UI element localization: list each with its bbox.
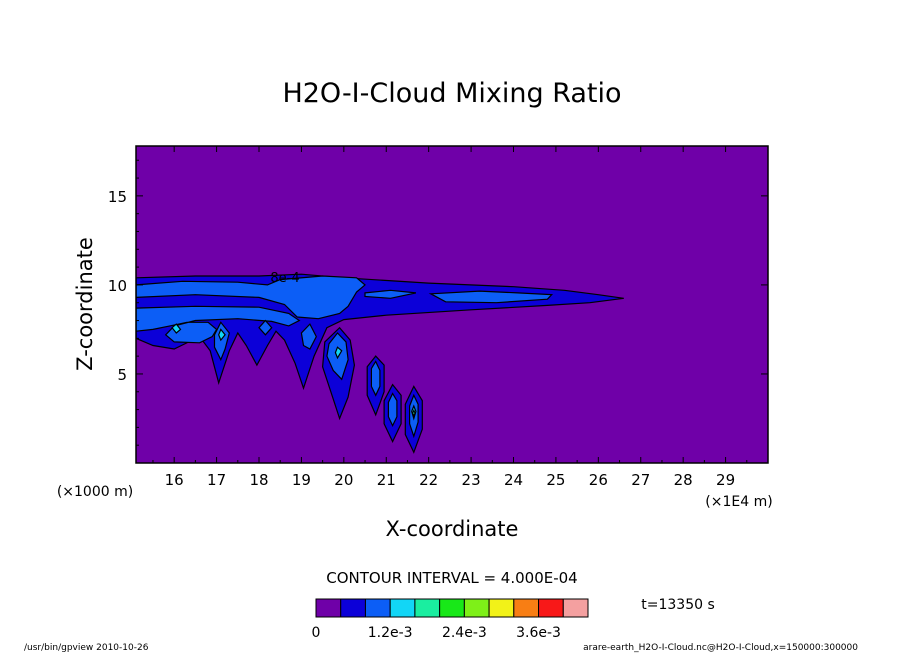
contour-region-21: [411, 409, 416, 418]
x-tick-label: 21: [377, 471, 396, 489]
colorbar-swatch: [389, 598, 416, 618]
x-tick-label: 18: [249, 471, 268, 489]
x-tick-label: 26: [589, 471, 608, 489]
y-tick-label: 10: [108, 277, 127, 295]
colorbar-tick-label: 3.6e-3: [516, 625, 561, 641]
contour-region-14: [370, 360, 381, 397]
contour-region-17: [171, 323, 182, 334]
contour-interval-text: CONTOUR INTERVAL = 4.000E-04: [326, 569, 577, 587]
contour-region-11: [258, 319, 273, 336]
contour-fills: [136, 146, 768, 463]
footer-left-text: /usr/bin/gpview 2010-10-26: [24, 643, 149, 653]
colorbar-tick-label: 1.2e-3: [368, 625, 413, 641]
x-tick-label: 29: [716, 471, 735, 489]
colorbar-swatch: [364, 598, 391, 618]
plot-area: [135, 145, 769, 464]
colorbar-swatch: [340, 598, 366, 618]
contour-region-10: [213, 321, 230, 362]
footer-right-text: arare-earth_H2O-I-Cloud.nc@H2O-I-Cloud,x…: [583, 643, 858, 653]
y-tick-label: 5: [117, 366, 127, 384]
colorbar-tick-label: 2.4e-3: [442, 625, 487, 641]
x-axis: 16 17 18 19 20 21 22 23 24 25 26 27 28 29: [152, 146, 748, 489]
x-tick-label: 20: [334, 471, 353, 489]
colorbar-swatch: [414, 598, 441, 618]
x-tick-label: 23: [462, 471, 481, 489]
y-tick-label: 15: [108, 188, 127, 206]
x-axis-label: X-coordinate: [386, 517, 519, 541]
x-tick-label: 28: [674, 471, 693, 489]
colorbar-tick-label: 0: [312, 625, 321, 641]
contour-region-8: [364, 289, 417, 299]
contour-region-6: [136, 275, 366, 320]
y-axis-label: Z-coordinate: [73, 237, 97, 371]
x-tick-label: 24: [504, 471, 523, 489]
contour-region-9: [428, 290, 554, 304]
contour-level-label: 8e-4: [270, 271, 299, 286]
contour-region-12: [300, 323, 317, 350]
x-tick-label: 22: [419, 471, 438, 489]
colorbar-swatch: [488, 598, 515, 618]
colorbar-swatch: [463, 598, 490, 618]
contour-region-18: [218, 328, 226, 342]
plot-frame: [135, 145, 769, 464]
colorbar-tick-labels: 0 1.2e-3 2.4e-3 3.6e-3: [312, 625, 561, 641]
x-unit-label: (×1E4 m): [705, 494, 772, 510]
colorbar-swatch: [439, 598, 465, 618]
colorbar-swatch: [513, 598, 540, 618]
y-axis: 5 10 15: [108, 159, 768, 446]
colorbar-swatch: [538, 598, 564, 618]
colorbar: [315, 598, 589, 618]
x-tick-label: 27: [631, 471, 650, 489]
x-tick-label: 19: [292, 471, 311, 489]
colorbar-swatch: [562, 598, 589, 618]
x-tick-label: 16: [165, 471, 184, 489]
contour-region-15: [387, 392, 398, 427]
y-unit-label: (×1000 m): [57, 484, 133, 500]
contour-region-19: [334, 346, 343, 360]
chart-title: H2O-I-Cloud Mixing Ratio: [282, 78, 621, 109]
time-label: t=13350 s: [641, 597, 715, 613]
x-tick-label: 17: [207, 471, 226, 489]
x-tick-label: 25: [546, 471, 565, 489]
colorbar-swatch: [315, 598, 342, 618]
